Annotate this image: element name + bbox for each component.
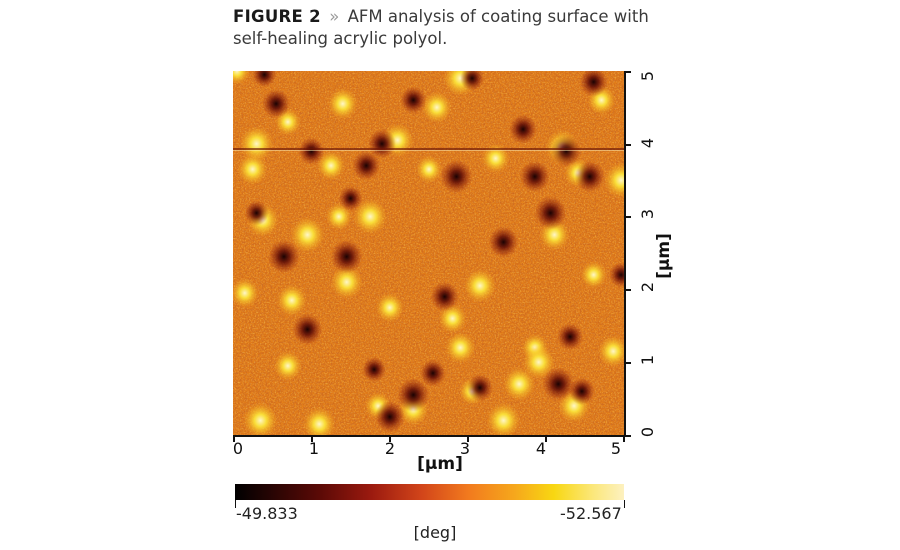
bright-spot: [330, 265, 363, 299]
dark-spot: [534, 196, 567, 230]
dark-spot: [330, 239, 363, 274]
y-tick: [624, 71, 631, 73]
y-tick: [624, 435, 631, 437]
colorbar: [235, 484, 624, 500]
bright-spot: [353, 198, 388, 235]
bright-spot: [445, 331, 476, 364]
dark-spot: [352, 150, 381, 181]
caption-text: AFM analysis of coating surface with sel…: [233, 7, 649, 48]
caption-separator: »: [329, 7, 340, 26]
colorbar-max-label: -52.567: [560, 504, 622, 523]
figure-caption: FIGURE 2 » AFM analysis of coating surfa…: [233, 6, 653, 50]
x-tick: [623, 435, 625, 442]
dark-spot: [419, 359, 446, 387]
dark-spot: [574, 160, 605, 193]
bright-spot: [243, 402, 278, 435]
dark-spot: [298, 137, 325, 165]
colorbar-tick-max: [624, 500, 625, 508]
dark-spot: [568, 377, 595, 405]
y-tick-label: 4: [638, 137, 657, 149]
bright-spot: [233, 278, 259, 308]
x-axis-line: [233, 435, 625, 437]
bright-spot: [317, 150, 345, 181]
bright-spot: [233, 71, 250, 85]
dark-spot: [252, 71, 277, 88]
x-tick: [389, 435, 391, 442]
y-axis-line: [624, 71, 626, 436]
x-axis-label: [µm]: [417, 454, 463, 474]
colorbar-unit-label: [deg]: [413, 523, 457, 542]
x-tick-label: 4: [535, 439, 547, 458]
x-tick-label: 5: [610, 439, 622, 458]
dark-spot: [466, 374, 493, 402]
dark-spot: [267, 239, 300, 274]
dark-spot: [440, 159, 473, 194]
bright-spot: [481, 143, 510, 174]
dark-spot: [362, 356, 387, 383]
dark-spot: [509, 114, 538, 144]
y-tick: [624, 362, 631, 364]
dark-spot: [397, 378, 430, 412]
x-tick: [233, 435, 235, 442]
dark-spot: [374, 401, 405, 433]
y-tick-label: 0: [638, 426, 657, 438]
bright-spot: [580, 261, 607, 289]
y-tick-label: 5: [638, 70, 657, 82]
bright-spot: [598, 335, 625, 368]
dark-spot: [262, 89, 291, 119]
bright-spot: [421, 91, 452, 124]
y-tick: [624, 289, 631, 291]
bright-spot: [327, 88, 358, 120]
y-axis-label: [µm]: [654, 233, 674, 279]
dark-spot: [557, 323, 584, 351]
dark-spot: [244, 200, 269, 226]
x-tick-label: 0: [232, 439, 244, 458]
bright-spot: [303, 407, 336, 435]
x-tick: [467, 435, 469, 442]
dark-spot: [460, 71, 485, 91]
y-tick: [624, 216, 631, 218]
bright-spot: [375, 292, 404, 323]
y-tick: [624, 144, 631, 146]
dark-spot: [292, 313, 323, 346]
bright-spot: [416, 155, 442, 183]
bright-spot: [276, 284, 307, 317]
colorbar-min-label: -49.833: [236, 504, 298, 523]
x-tick-label: 3: [459, 439, 471, 458]
dark-spot: [338, 185, 363, 211]
figure-label: FIGURE 2: [233, 7, 321, 26]
bright-spot: [503, 367, 536, 401]
bright-spot: [522, 345, 555, 380]
bright-spot: [239, 125, 274, 162]
y-tick-label: 1: [638, 354, 657, 366]
bright-spot: [325, 202, 352, 231]
bright-spot: [273, 351, 302, 381]
dark-spot: [609, 262, 625, 288]
x-tick: [311, 435, 313, 442]
dark-spot: [542, 367, 575, 401]
dark-spot: [551, 135, 582, 167]
afm-phase-image: [233, 71, 625, 435]
colorbar-tick-min: [235, 500, 236, 508]
dark-spot: [367, 129, 396, 159]
dark-spot: [579, 71, 608, 97]
bright-spot: [604, 162, 625, 199]
bright-spot: [237, 153, 268, 186]
dark-spot: [430, 281, 459, 312]
dark-spot: [488, 226, 519, 258]
bright-spot: [290, 216, 325, 253]
bright-spot: [486, 402, 521, 435]
x-tick-label: 1: [308, 439, 320, 458]
dark-spot: [519, 160, 550, 193]
dark-spot: [400, 86, 427, 114]
x-tick: [545, 435, 547, 442]
bright-spot: [463, 268, 496, 303]
x-tick-label: 2: [384, 439, 396, 458]
